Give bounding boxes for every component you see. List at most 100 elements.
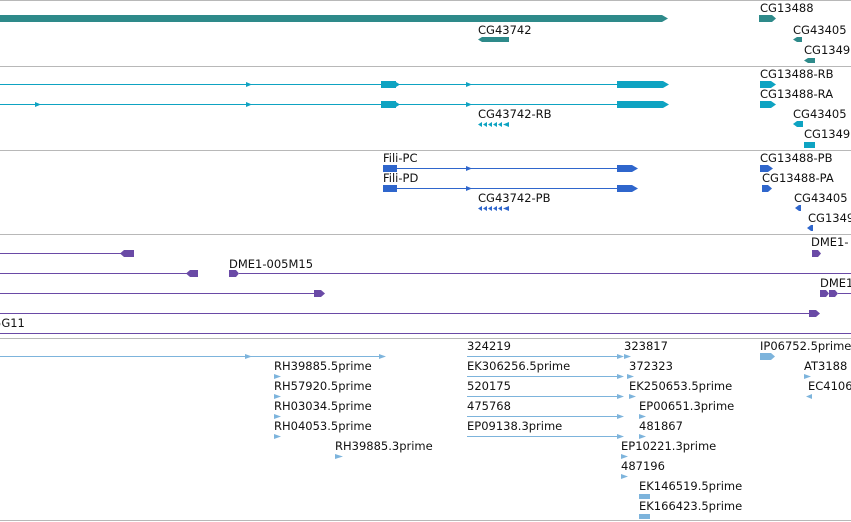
- est-feature[interactable]: [624, 354, 631, 359]
- protein-exon[interactable]: [617, 185, 638, 192]
- est-feature[interactable]: [639, 434, 646, 439]
- est-label: EP09138.3prime: [467, 419, 562, 433]
- insertion-marker[interactable]: [829, 290, 838, 297]
- insertion-label: DME1: [820, 276, 851, 290]
- intron-arrow-icon: [246, 82, 252, 87]
- gene-feature-fili[interactable]: [0, 15, 668, 22]
- est-feature[interactable]: [806, 394, 812, 399]
- transcript-track: CG13488-RB CG13488-RA CG43742-RB CG43405…: [0, 67, 850, 148]
- insertion-marker[interactable]: [812, 250, 821, 257]
- transcript-exon[interactable]: [617, 81, 669, 88]
- insertion-marker[interactable]: [120, 250, 134, 257]
- protein-label: Fili-PC: [383, 151, 417, 165]
- insertion-label: DME1-005M15: [229, 257, 313, 271]
- transcript-feature-cg13488-ra[interactable]: [760, 101, 776, 108]
- transcript-exon[interactable]: [617, 101, 669, 108]
- protein-feature-cg43742-pb[interactable]: [478, 206, 509, 211]
- protein-feature-cg13488-pb[interactable]: [760, 165, 773, 172]
- protein-label: CG13488-PA: [762, 171, 834, 185]
- protein-exon[interactable]: [617, 165, 638, 172]
- est-label: IP06752.5prime: [760, 339, 851, 353]
- transcript-exon[interactable]: [381, 81, 396, 88]
- est-feature[interactable]: [760, 353, 775, 360]
- est-feature[interactable]: [639, 414, 646, 419]
- gene-track: CG13488 CG43742 CG43405 CG1349: [0, 1, 850, 63]
- est-feature[interactable]: [629, 394, 636, 399]
- insertion-marker[interactable]: [314, 290, 325, 297]
- est-label: 372323: [629, 359, 673, 373]
- protein-label: Fili-PD: [383, 171, 418, 185]
- est-feature[interactable]: [274, 434, 281, 439]
- insertion-marker[interactable]: [186, 270, 198, 277]
- est-label: EC4106: [808, 379, 851, 393]
- intron-arrow-icon: [466, 166, 472, 171]
- est-label: AT3188: [804, 359, 847, 373]
- gene-feature-cg43742[interactable]: [478, 37, 509, 42]
- est-feature[interactable]: [617, 374, 624, 379]
- gene-label: CG43405: [793, 23, 847, 37]
- intron-arrow-icon: [466, 102, 472, 107]
- est-feature[interactable]: [274, 414, 281, 419]
- est-feature[interactable]: [627, 374, 634, 379]
- transcript-label: CG13488-RA: [760, 87, 833, 101]
- insertion-marker[interactable]: [809, 310, 820, 317]
- est-feature[interactable]: [621, 474, 628, 479]
- est-label: EP10221.3prime: [621, 439, 716, 453]
- transcript-exon[interactable]: [381, 101, 396, 108]
- est-arrow-icon: [379, 354, 386, 359]
- protein-label: CG43405: [794, 191, 848, 205]
- insertion-label: DME1-: [811, 235, 849, 249]
- transcript-feature-cg43405[interactable]: [793, 121, 803, 127]
- est-feature[interactable]: [617, 414, 624, 419]
- est-feature[interactable]: [804, 374, 811, 379]
- transcript-exon[interactable]: [396, 82, 400, 87]
- est-label: EP00651.3prime: [639, 399, 734, 413]
- transcript-feature-cg1349[interactable]: [804, 142, 815, 148]
- gene-feature-cg1349[interactable]: [804, 58, 815, 63]
- gene-feature-cg43405[interactable]: [793, 37, 802, 42]
- est-feature[interactable]: [274, 374, 281, 379]
- gene-label: CG1349: [804, 43, 850, 57]
- est-label: RH39885.3prime: [335, 439, 433, 453]
- est-feature[interactable]: [617, 434, 624, 439]
- protein-label: CG13488-PB: [760, 151, 833, 165]
- gene-feature-cg13488[interactable]: [759, 15, 776, 22]
- est-feature[interactable]: [639, 514, 650, 519]
- protein-feature-cg43405[interactable]: [795, 205, 801, 211]
- protein-feature-cg1349[interactable]: [807, 225, 813, 231]
- est-label: RH39885.5prime: [274, 359, 372, 373]
- est-feature[interactable]: [617, 354, 624, 359]
- est-feature[interactable]: [617, 394, 624, 399]
- protein-exon[interactable]: [383, 165, 397, 172]
- transcript-feature-cg13488-rb[interactable]: [760, 81, 776, 88]
- est-label: 323817: [624, 339, 668, 353]
- est-label: EK146519.5prime: [639, 479, 742, 493]
- transcript-exon[interactable]: [396, 102, 400, 107]
- est-label: 481867: [639, 419, 683, 433]
- protein-exon[interactable]: [383, 185, 397, 192]
- est-label: RH04053.5prime: [274, 419, 372, 433]
- protein-track: Fili-PC Fili-PD CG43742-PB CG13488-PB CG…: [383, 151, 851, 231]
- est-label: 487196: [621, 459, 665, 473]
- protein-label: CG1349: [808, 211, 851, 225]
- est-feature[interactable]: [274, 394, 281, 399]
- est-label: 324219: [467, 339, 511, 353]
- intron-arrow-icon: [35, 102, 41, 107]
- est-feature[interactable]: [335, 454, 343, 459]
- transcript-label: CG13488-RB: [760, 67, 834, 81]
- insertion-marker[interactable]: [820, 290, 829, 297]
- protein-label: CG43742-PB: [478, 191, 551, 205]
- transcript-feature-cg43742-rb[interactable]: [478, 122, 509, 127]
- insertion-marker[interactable]: [229, 270, 239, 277]
- transcript-label: CG43405: [793, 107, 847, 121]
- est-feature[interactable]: [639, 494, 650, 499]
- est-label: RH03034.5prime: [274, 399, 372, 413]
- est-feature[interactable]: [621, 454, 628, 459]
- est-label: EK306256.5prime: [467, 359, 570, 373]
- est-label: EK250653.5prime: [629, 379, 732, 393]
- protein-feature-cg13488-pa[interactable]: [762, 185, 772, 192]
- transcript-label: CG1349: [804, 127, 850, 141]
- gene-label: CG43742: [478, 23, 532, 37]
